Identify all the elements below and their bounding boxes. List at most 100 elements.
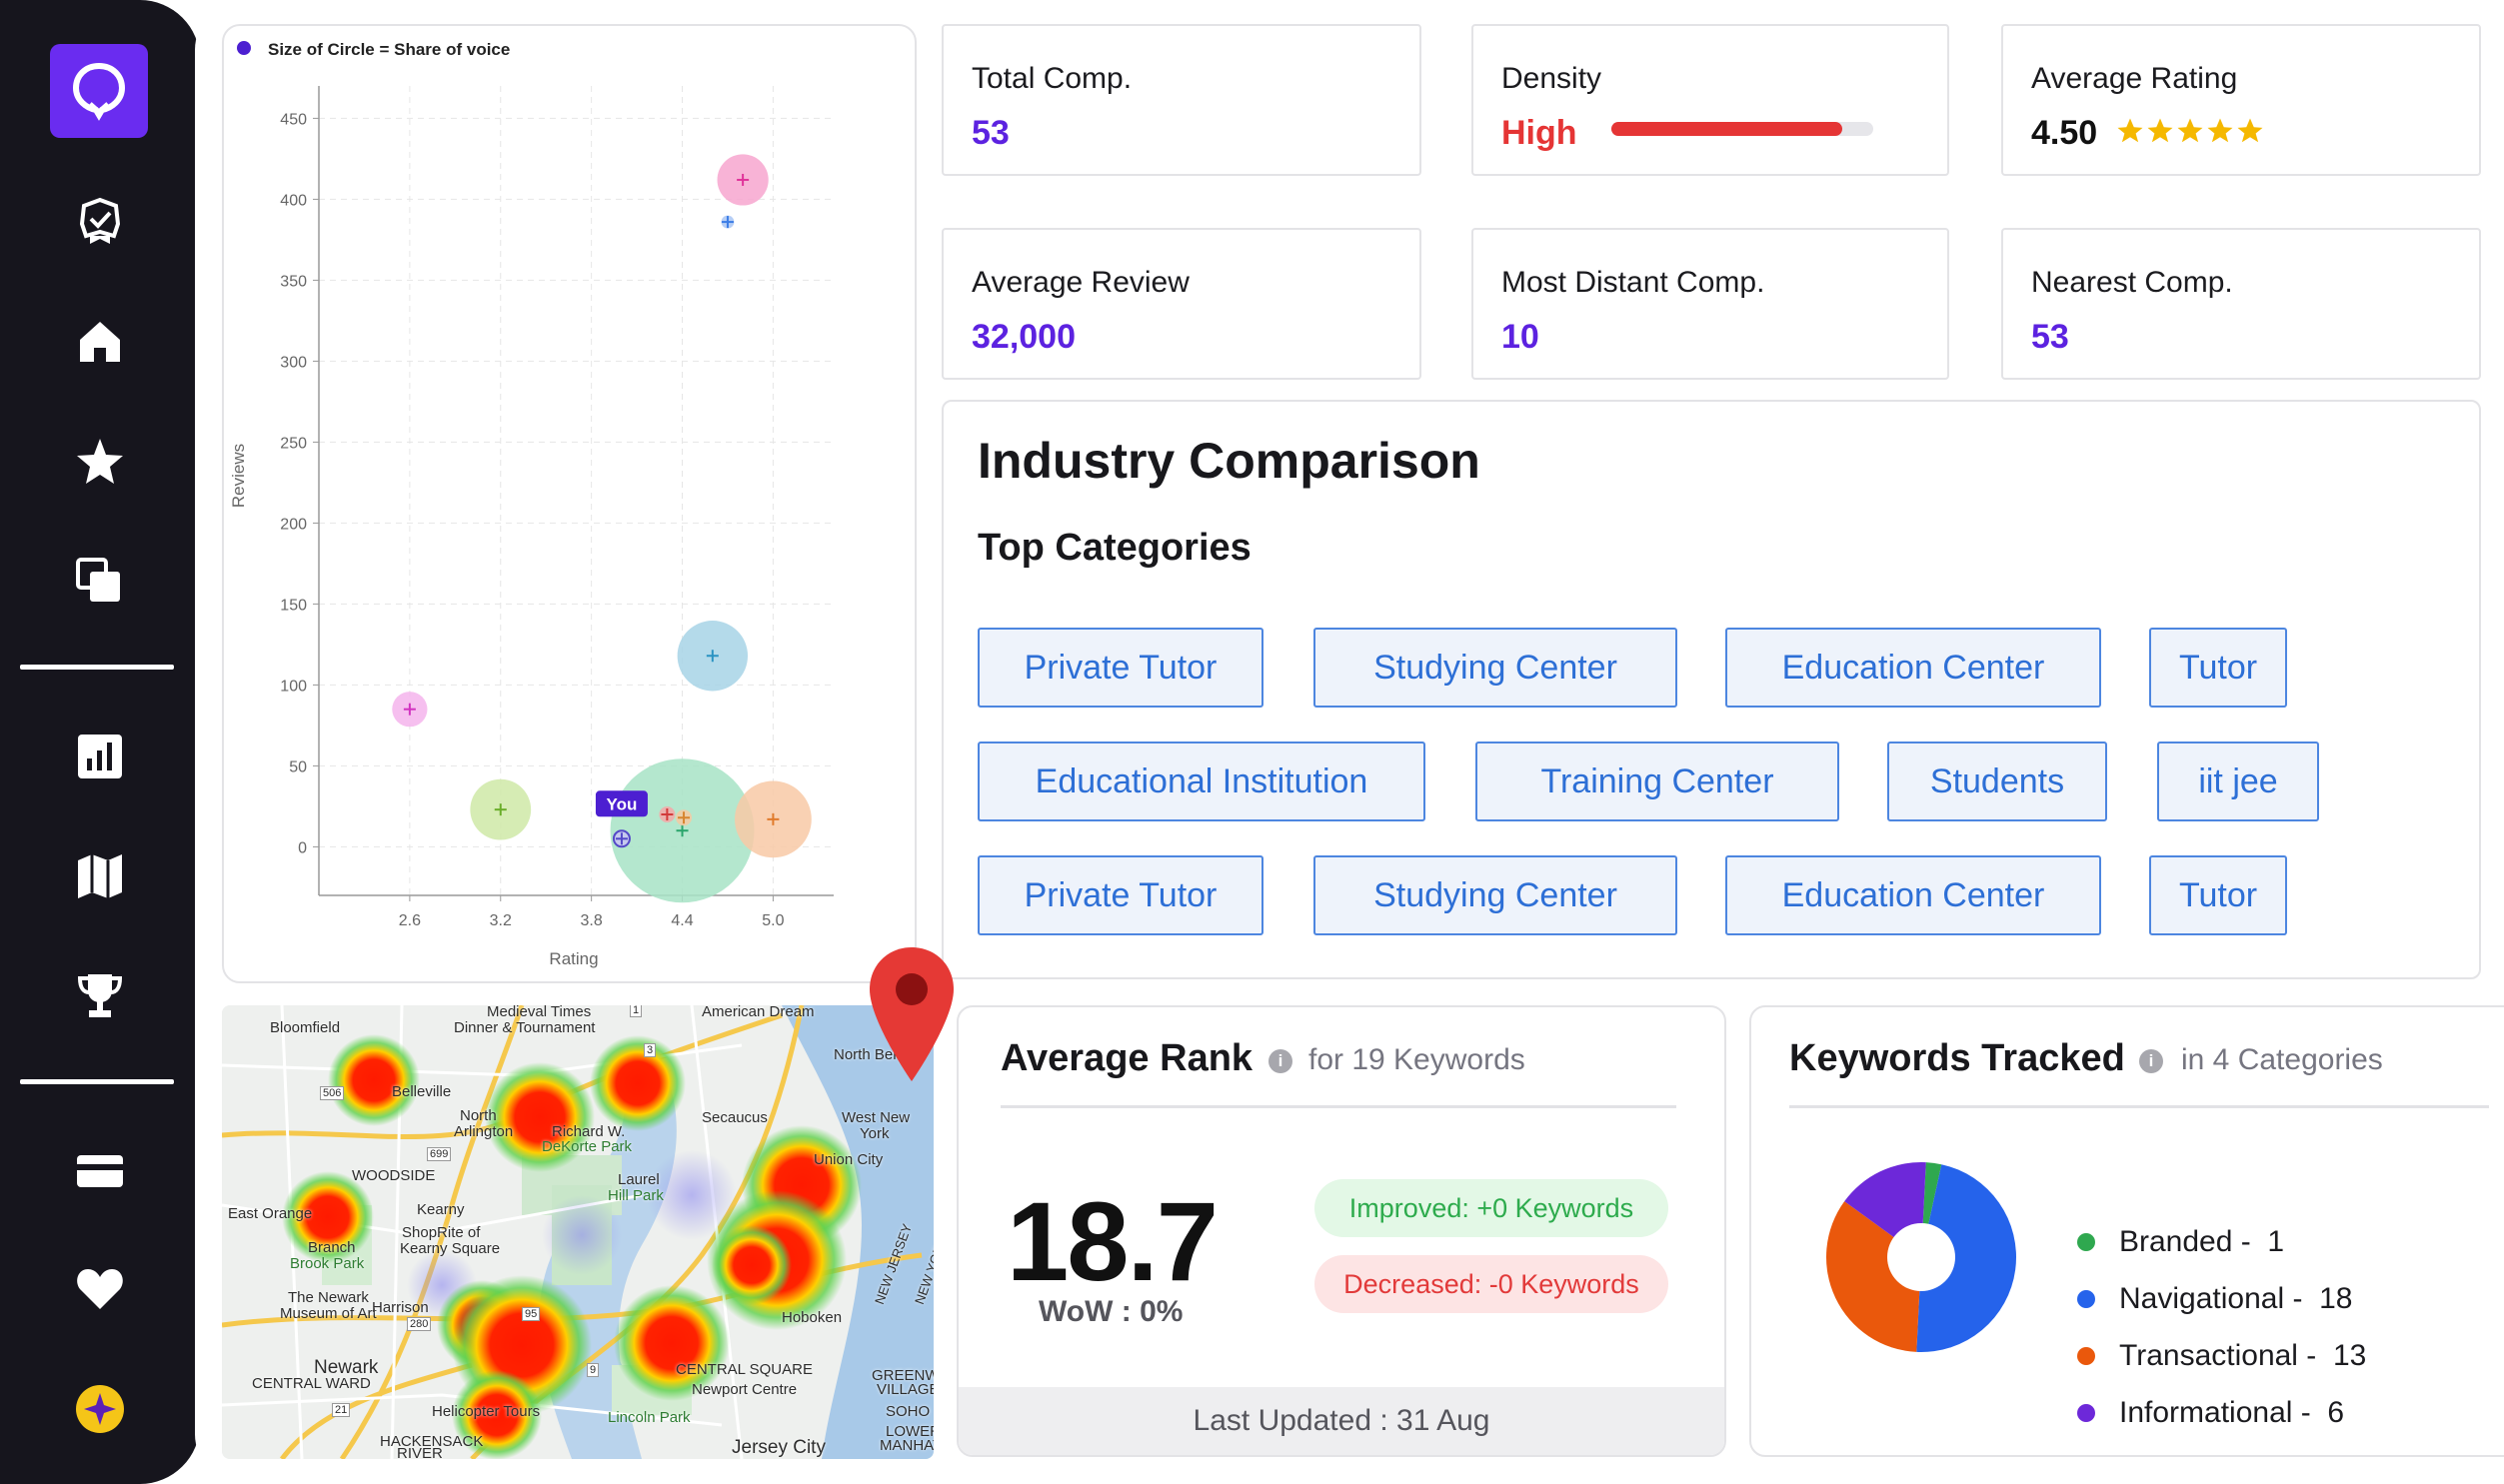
rank-value: 18.7 [1007, 1179, 1219, 1304]
legend-label: Transactional - 13 [2119, 1339, 2367, 1372]
competitor-point[interactable] [721, 215, 735, 229]
bar-chart-icon[interactable] [68, 725, 132, 788]
map-label: Kearny Square [400, 1240, 501, 1257]
category-chip[interactable]: Private Tutor [978, 628, 1263, 708]
stat-label: Nearest Comp. [2031, 266, 2233, 299]
category-chip[interactable]: iit jee [2157, 742, 2319, 821]
category-chip[interactable]: Tutor [2149, 628, 2287, 708]
stat-total-comp: Total Comp. 53 [942, 24, 1421, 176]
map-label: SOHO [886, 1403, 931, 1420]
stat-most-distant: Most Distant Comp. 10 [1471, 228, 1949, 380]
competitor-point[interactable] [677, 621, 749, 692]
you-point[interactable]: You [595, 790, 648, 848]
map-label: Belleville [392, 1083, 452, 1100]
map-label: Hoboken [782, 1309, 843, 1326]
stat-value: 10 [1501, 318, 1539, 356]
app-logo[interactable] [50, 44, 148, 138]
competitor-point[interactable] [470, 778, 532, 840]
category-chip[interactable]: Tutor [2149, 855, 2287, 935]
chart-grid [319, 86, 834, 895]
heart-icon[interactable] [68, 1257, 132, 1321]
map-label: Brook Park [290, 1255, 365, 1272]
y-tick-label: 200 [280, 516, 307, 533]
x-tick-label: 5.0 [762, 912, 784, 929]
map-label: York [860, 1125, 890, 1142]
donut-slice[interactable] [1826, 1201, 1921, 1352]
badge-check-icon[interactable] [68, 190, 132, 254]
chart-axes: 0 50 100 150 200 250 300 350 400 450 2.6 3.2 3.8 4.4 5… [280, 86, 834, 929]
y-axis-label: Reviews [229, 444, 248, 508]
category-chip[interactable]: Studying Center [1313, 855, 1677, 935]
star-icon[interactable] [68, 430, 132, 494]
competitor-point[interactable] [610, 758, 755, 903]
info-icon[interactable]: i [1268, 1049, 1292, 1073]
category-chip[interactable]: Training Center [1475, 742, 1839, 821]
improved-pill: Improved: +0 Keywords [1314, 1179, 1668, 1237]
competitor-point[interactable] [735, 780, 812, 858]
map-label: ShopRite of [402, 1224, 481, 1241]
copy-icon[interactable] [68, 550, 132, 614]
you-label: You [607, 794, 638, 813]
map-label: Medieval Times [487, 1005, 592, 1020]
chart-points: You [392, 154, 812, 903]
rank-subtitle: for 19 Keywords [1308, 1043, 1525, 1076]
category-chip[interactable]: Educational Institution [978, 742, 1425, 821]
industry-comparison-card: Industry Comparison Top Categories Priva… [942, 400, 2481, 979]
competitor-point[interactable] [392, 692, 428, 728]
home-icon[interactable] [68, 310, 132, 374]
card-icon[interactable] [68, 1139, 132, 1203]
map-label: 95 [522, 1307, 541, 1321]
legend-item: Branded - 1 [2077, 1225, 2284, 1259]
x-axis-label: Rating [549, 949, 598, 968]
competitor-point[interactable] [676, 809, 693, 826]
competitor-point[interactable] [717, 154, 769, 206]
map-label: 1 [630, 1005, 643, 1017]
rating-star-icon [2147, 118, 2173, 143]
map-label: VILLAGE [877, 1381, 934, 1398]
stat-average-review: Average Review 32,000 [942, 228, 1421, 380]
x-tick-label: 4.4 [671, 912, 693, 929]
map-label: MANHATTAN [880, 1437, 934, 1454]
map-label: RIVER [397, 1445, 443, 1459]
y-tick-label: 50 [289, 758, 307, 775]
competitor-point[interactable] [659, 806, 676, 822]
x-tick-label: 2.6 [399, 912, 421, 929]
density-bar-fill [1611, 122, 1842, 136]
rating-star-icon [2207, 118, 2233, 143]
map-label: Newark [314, 1357, 379, 1378]
sidebar [0, 0, 200, 1484]
competitor-heatmap[interactable]: Bloomfield Medieval Times Dinner & Tournam… [222, 1005, 934, 1459]
map-label: CENTRAL SQUARE [676, 1361, 813, 1378]
legend-dot [2077, 1404, 2095, 1422]
stat-label: Average Rating [2031, 62, 2238, 95]
category-chip[interactable]: Private Tutor [978, 855, 1263, 935]
y-tick-label: 350 [280, 273, 307, 290]
legend-label: Branded - 1 [2119, 1225, 2285, 1258]
stat-value: 53 [972, 114, 1010, 152]
category-chip[interactable]: Studying Center [1313, 628, 1677, 708]
map-label: East Orange [228, 1205, 313, 1222]
donut-slice[interactable] [1916, 1164, 2016, 1352]
rank-wow: WoW : 0% [1039, 1295, 1184, 1328]
y-tick-label: 100 [280, 678, 307, 695]
scatter-chart: 0 50 100 150 200 250 300 350 400 450 2.6 3.2 3.8 4.4 5… [229, 40, 834, 968]
map-label: West New [842, 1109, 911, 1126]
keywords-donut-chart [1826, 1162, 2016, 1352]
legend-item: Transactional - 13 [2077, 1339, 2366, 1373]
info-icon[interactable]: i [2139, 1049, 2163, 1073]
map-icon[interactable] [68, 844, 132, 908]
stat-label: Density [1501, 62, 1602, 95]
map-label: Kearny [417, 1201, 465, 1218]
category-chip[interactable]: Education Center [1725, 628, 2101, 708]
map-label: 506 [320, 1086, 345, 1100]
trophy-icon[interactable] [68, 964, 132, 1028]
category-chip[interactable]: Education Center [1725, 855, 2101, 935]
x-tick-label: 3.2 [490, 912, 512, 929]
divider [1001, 1105, 1676, 1108]
sparkle-icon[interactable] [68, 1377, 132, 1441]
you-tag [595, 790, 648, 817]
y-tick-label: 0 [298, 839, 307, 856]
stat-value: High [1501, 114, 1577, 152]
map-label: Lincoln Park [608, 1409, 691, 1426]
category-chip[interactable]: Students [1887, 742, 2107, 821]
